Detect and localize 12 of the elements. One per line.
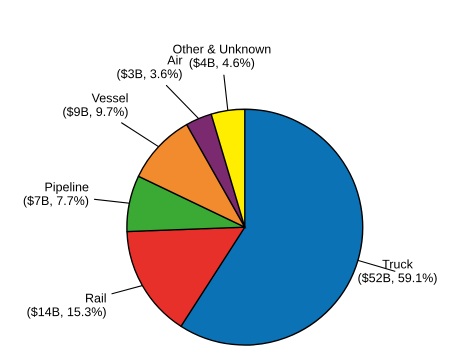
slice-label: Vessel	[92, 93, 128, 102]
slice-label: Pipeline	[45, 182, 88, 194]
slice-label: Truck	[382, 259, 413, 269]
data-label: ($52B, 59.1%)	[358, 272, 437, 285]
slice-label: Other & Unknown	[173, 44, 270, 54]
data-label: ($9B, 9.7%)	[63, 106, 128, 119]
data-label: ($3B, 3.6%)	[117, 68, 182, 81]
slice-label: Rail	[86, 293, 106, 303]
data-label: ($14B, 15.3%)	[27, 306, 106, 319]
data-label: ($7B, 7.7%)	[24, 196, 88, 208]
data-label: ($4B, 4.6%)	[190, 58, 254, 70]
slice-label: Air	[167, 55, 182, 64]
